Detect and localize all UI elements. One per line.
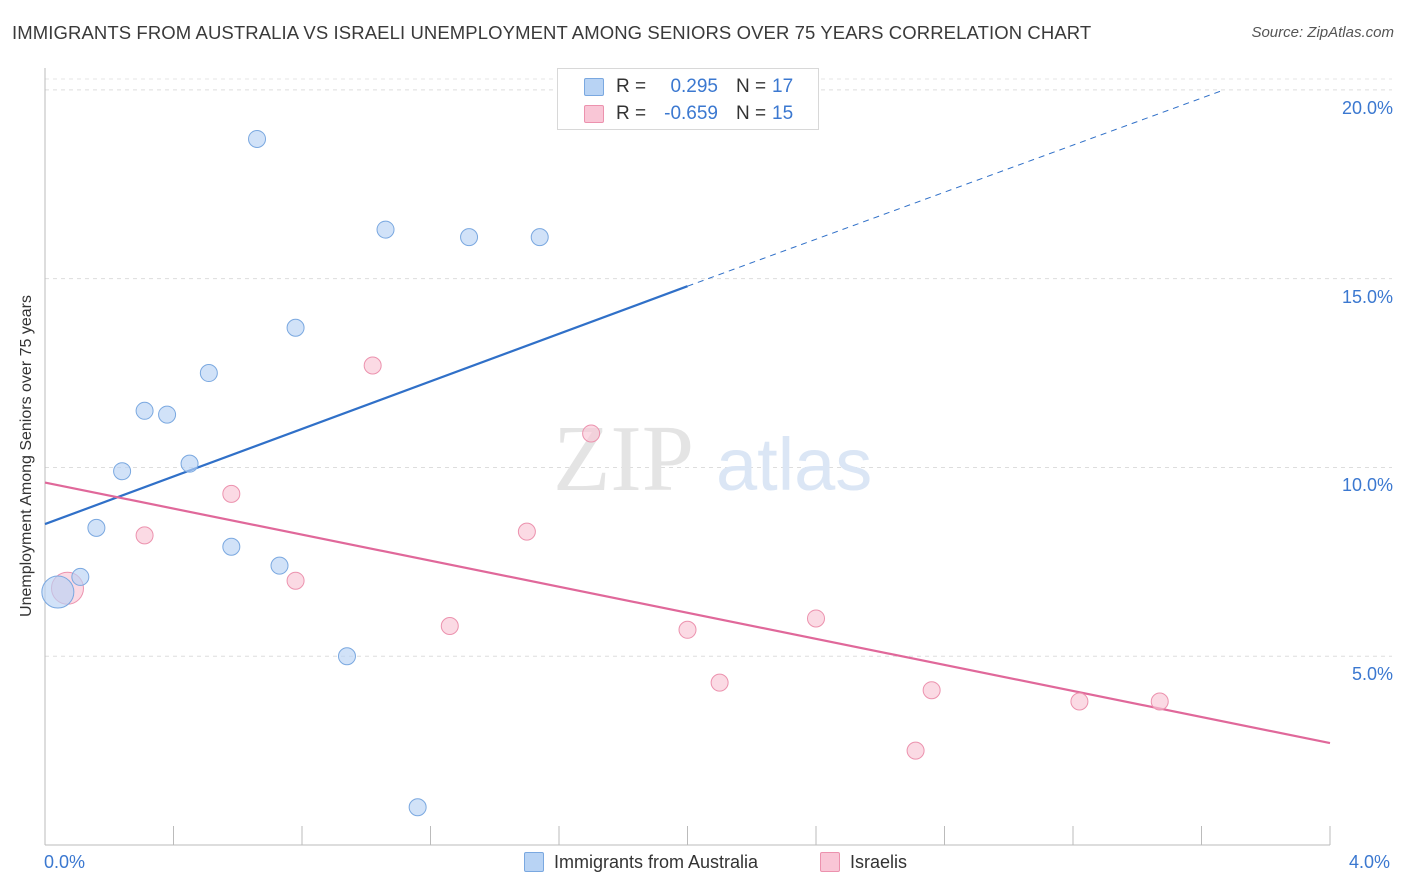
point-australia (41, 575, 75, 609)
point-australia (222, 537, 241, 556)
point-israelis (286, 571, 305, 590)
trend-lines (44, 89, 1331, 745)
bottom-legend-israelis: Israelis (820, 852, 907, 873)
point-australia (460, 228, 479, 247)
point-australia (248, 129, 267, 148)
point-israelis (1150, 692, 1169, 711)
watermark-atlas: atlas (716, 423, 872, 506)
chart-title: IMMIGRANTS FROM AUSTRALIA VS ISRAELI UNE… (12, 22, 1092, 43)
watermark-zip: ZIP (553, 407, 694, 511)
point-israelis (222, 484, 241, 503)
point-israelis (678, 620, 697, 639)
legend-swatch-pink (584, 105, 604, 123)
x-tick-label-min: 0.0% (44, 852, 86, 872)
bottom-legend-swatch-blue (524, 852, 544, 872)
point-israelis (710, 673, 729, 692)
trend-line-australia-extension (687, 89, 1225, 287)
y-tick-label: 5.0% (1351, 664, 1393, 685)
point-australia (270, 556, 289, 575)
point-australia (337, 647, 356, 666)
point-israelis (1070, 692, 1089, 711)
point-australia (199, 364, 218, 383)
point-israelis (807, 609, 825, 628)
y-axis-label: Unemployment Among Seniors over 75 years (18, 295, 35, 617)
data-points (41, 129, 1169, 817)
point-australia (135, 401, 154, 420)
legend-r-label: R = (616, 76, 647, 97)
legend-n-value: 15 (772, 103, 794, 124)
legend-row-australia: R = 0.295 N = 17 (558, 74, 818, 100)
axes (44, 68, 1331, 846)
point-australia (71, 567, 90, 586)
point-israelis (582, 424, 601, 443)
point-australia (286, 318, 305, 337)
legend-swatch-blue (584, 78, 604, 96)
point-australia (180, 454, 199, 473)
legend-n-label: N = (736, 76, 767, 97)
point-australia (530, 228, 549, 247)
point-australia (376, 220, 395, 239)
bottom-legend-australia: Immigrants from Australia (524, 852, 758, 873)
x-tick-label-max: 4.0% (1349, 852, 1391, 872)
point-australia (408, 798, 427, 817)
point-australia (113, 462, 132, 481)
point-israelis (922, 681, 941, 700)
source-label: Source: ZipAtlas.com (1251, 24, 1394, 41)
legend-r-value: -0.659 (664, 103, 718, 124)
point-australia (158, 405, 177, 424)
legend-row-israelis: R = -0.659 N = 15 (558, 101, 818, 127)
point-israelis (906, 741, 925, 760)
point-israelis (135, 526, 154, 545)
legend-r-value: 0.295 (670, 76, 718, 97)
y-tick-label: 20.0% (1341, 97, 1393, 118)
trend-line-israelis (44, 481, 1331, 745)
point-australia (87, 518, 106, 537)
point-israelis (440, 617, 459, 636)
legend-n-label: N = (736, 103, 767, 124)
watermark: ZIP atlas (553, 407, 872, 511)
y-tick-label: 15.0% (1341, 286, 1393, 307)
legend-r-label: R = (616, 103, 647, 124)
y-tick-label: 10.0% (1341, 475, 1393, 496)
bottom-legend-swatch-pink (820, 852, 840, 872)
correlation-legend: R = 0.295 N = 17 R = -0.659 N = 15 (557, 68, 819, 130)
bottom-legend-label: Israelis (850, 852, 908, 872)
point-israelis (517, 522, 536, 541)
bottom-legend-label: Immigrants from Australia (554, 852, 759, 872)
legend-n-value: 17 (772, 76, 794, 97)
trend-line-australia (44, 285, 688, 526)
grid (45, 78, 1392, 657)
point-israelis (363, 356, 382, 375)
